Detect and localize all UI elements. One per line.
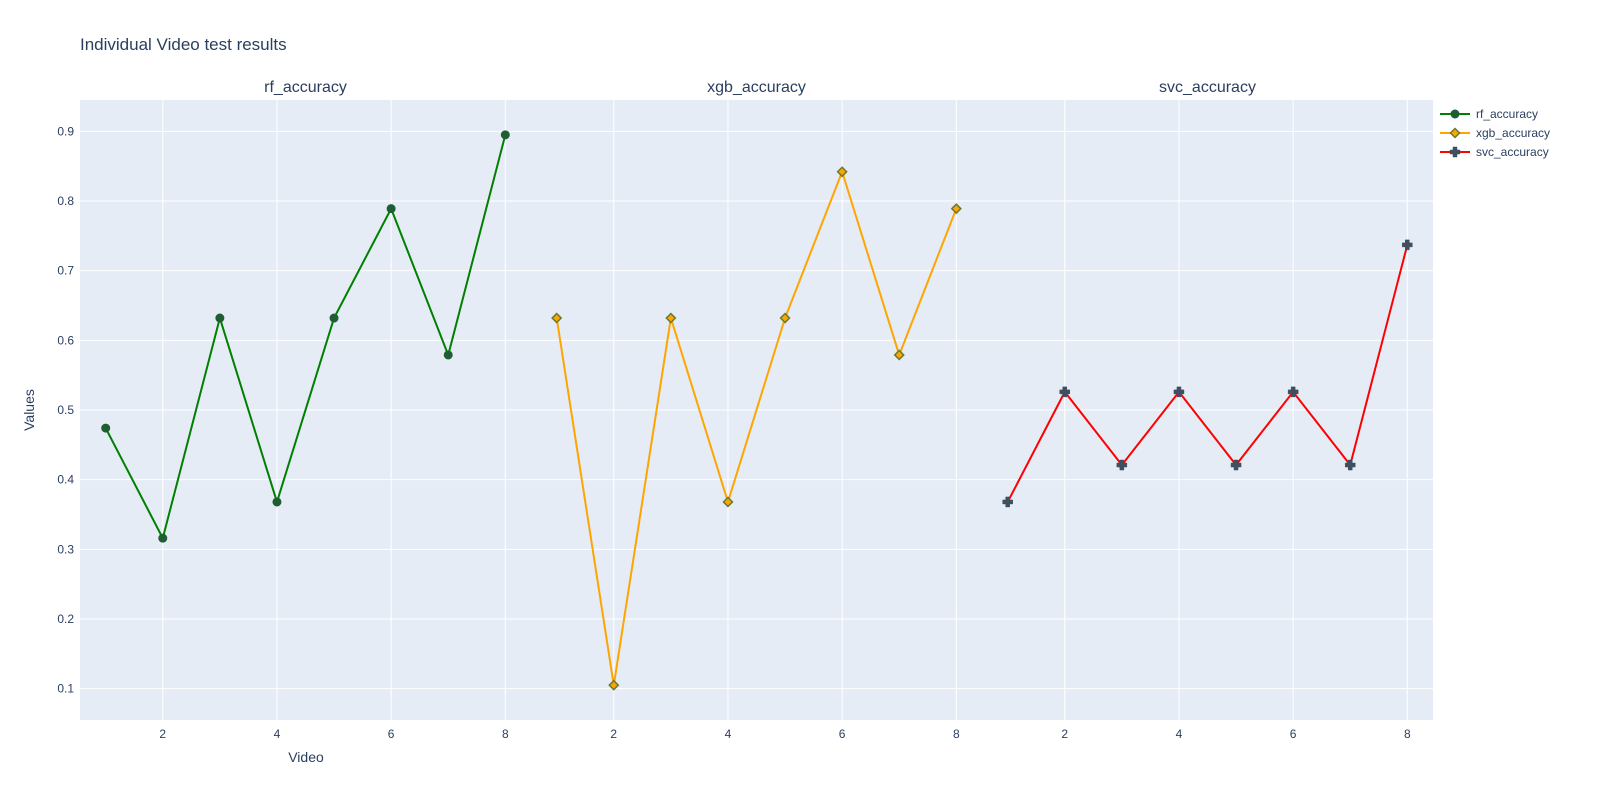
y-tick-label: 0.8 (57, 194, 74, 208)
data-point-svc_accuracy (1059, 386, 1071, 398)
data-point-rf_accuracy (272, 497, 282, 507)
data-point-xgb_accuracy (608, 679, 620, 691)
data-point-rf_accuracy (386, 204, 396, 214)
data-point-rf_accuracy (329, 313, 339, 323)
data-point-rf_accuracy (500, 130, 510, 140)
x-tick-label: 8 (1404, 727, 1411, 741)
x-tick-label: 6 (839, 727, 846, 741)
series-line-svc_accuracy (1006, 244, 1409, 503)
legend-label: svc_accuracy (1476, 145, 1549, 159)
legend-label: rf_accuracy (1476, 107, 1538, 121)
x-tick-label: 4 (1176, 727, 1183, 741)
legend-marker (1450, 109, 1460, 119)
legend-item-rf_accuracy[interactable]: rf_accuracy (1440, 107, 1538, 121)
subplot-title-rf_accuracy: rf_accuracy (264, 79, 347, 96)
data-point-xgb_accuracy (779, 312, 791, 324)
y-tick-label: 0.7 (57, 264, 74, 278)
x-tick-label: 2 (1061, 727, 1068, 741)
series-line-xgb_accuracy (555, 168, 958, 686)
x-tick-label: 4 (725, 727, 732, 741)
data-point-rf_accuracy (101, 423, 111, 433)
y-tick-label: 0.1 (57, 682, 74, 696)
legend-item-svc_accuracy[interactable]: svc_accuracy (1440, 145, 1549, 159)
data-point-rf_accuracy (443, 350, 453, 360)
data-point-rf_accuracy (158, 533, 168, 543)
y-tick-label: 0.3 (57, 542, 74, 556)
data-point-xgb_accuracy (665, 312, 677, 324)
y-tick-label: 0.4 (57, 473, 74, 487)
legend-marker (1449, 127, 1461, 139)
x-tick-label: 4 (274, 727, 281, 741)
data-point-xgb_accuracy (893, 349, 905, 361)
data-point-svc_accuracy (1230, 459, 1242, 471)
x-tick-label: 6 (1290, 727, 1297, 741)
chart-title: Individual Video test results (80, 35, 287, 54)
data-point-svc_accuracy (1173, 386, 1185, 398)
x-axis-label: Video (288, 749, 324, 765)
x-tick-label: 6 (388, 727, 395, 741)
data-point-svc_accuracy (1002, 496, 1013, 508)
data-point-xgb_accuracy (551, 312, 563, 324)
data-point-xgb_accuracy (836, 166, 848, 178)
legend[interactable]: rf_accuracy xgb_accuracy svc_accuracy (1440, 107, 1550, 159)
x-tick-label: 8 (502, 727, 509, 741)
subplot-title-xgb_accuracy: xgb_accuracy (707, 79, 806, 96)
data-point-svc_accuracy (1344, 459, 1356, 471)
legend-label: xgb_accuracy (1476, 126, 1550, 140)
data-point-rf_accuracy (215, 313, 225, 323)
x-tick-label: 8 (953, 727, 960, 741)
data-point-svc_accuracy (1287, 386, 1299, 398)
y-tick-label: 0.6 (57, 333, 74, 347)
series-line-rf_accuracy (104, 134, 507, 541)
legend-item-xgb_accuracy[interactable]: xgb_accuracy (1440, 126, 1550, 140)
y-tick-label: 0.9 (57, 124, 74, 138)
y-tick-label: 0.5 (57, 403, 74, 417)
data-point-xgb_accuracy (950, 203, 962, 215)
x-tick-label: 2 (610, 727, 617, 741)
subplot-title-svc_accuracy: svc_accuracy (1159, 79, 1256, 96)
data-point-xgb_accuracy (722, 496, 734, 508)
x-tick-label: 2 (159, 727, 166, 741)
y-axis-label: Values (21, 389, 37, 431)
y-tick-label: 0.2 (57, 612, 74, 626)
data-point-svc_accuracy (1402, 239, 1413, 251)
legend-marker (1449, 146, 1461, 158)
data-point-svc_accuracy (1116, 459, 1128, 471)
